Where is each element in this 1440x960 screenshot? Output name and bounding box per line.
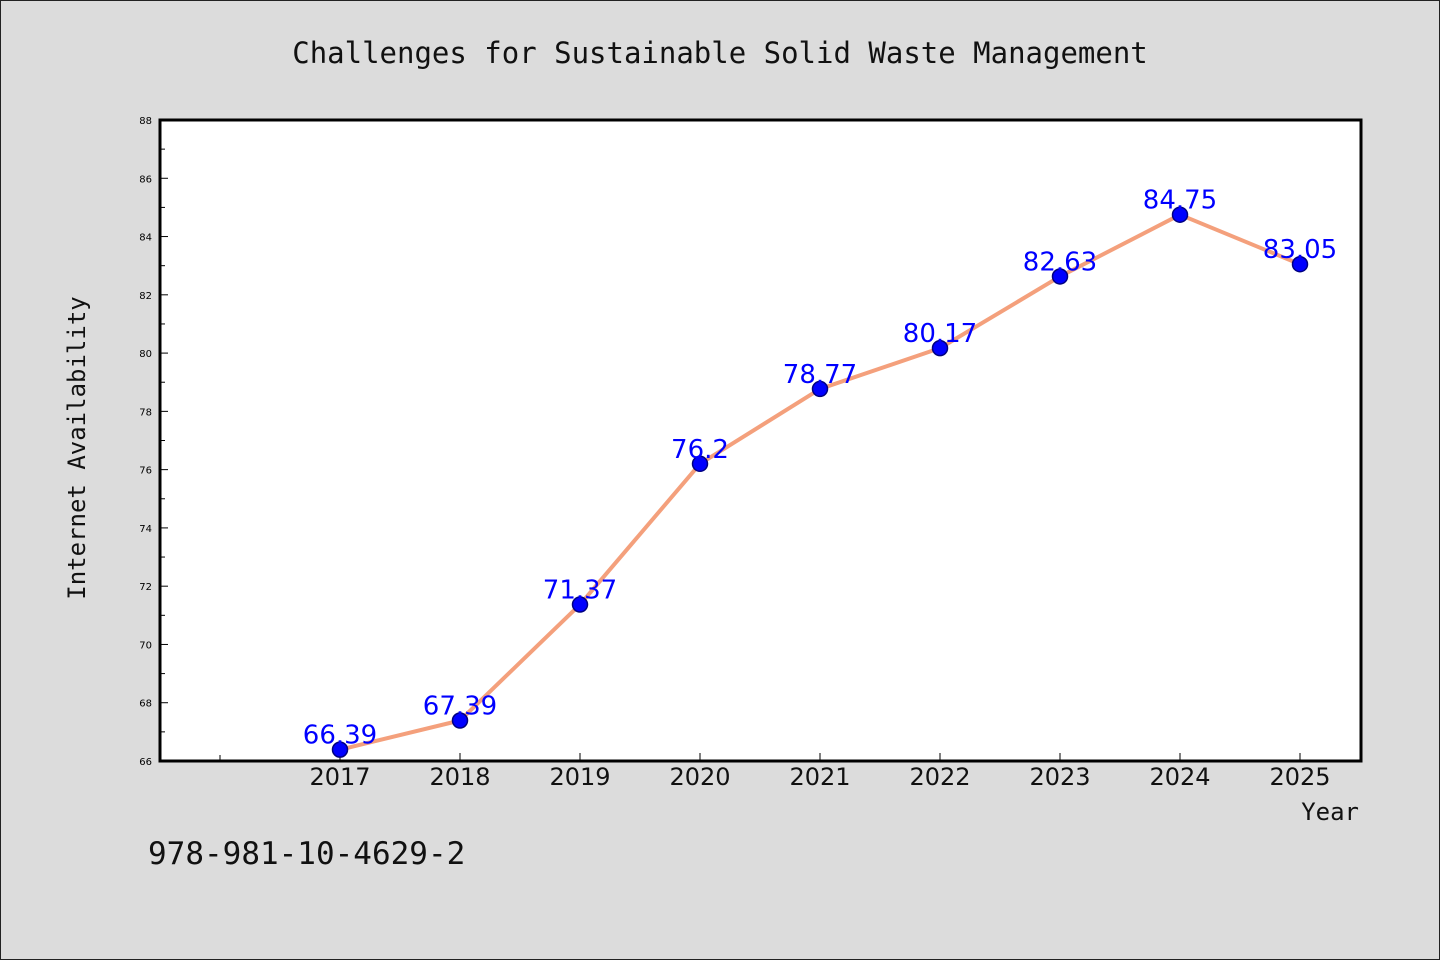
y-tick-label: 70 — [139, 640, 152, 651]
data-label: 67.39 — [423, 692, 497, 722]
y-tick-label: 86 — [139, 174, 152, 185]
x-axis-label: Year — [1301, 798, 1359, 826]
y-tick-label: 84 — [139, 233, 152, 244]
y-tick-label: 66 — [139, 757, 152, 768]
x-tick-label: 2024 — [1149, 763, 1210, 791]
data-point — [931, 339, 949, 357]
data-point — [1171, 206, 1189, 223]
x-tick-label: 2022 — [909, 763, 970, 791]
y-axis: 66 68 70 72 74 76 78 80 82 84 86 88 — [139, 116, 168, 768]
x-tick-label: 2021 — [789, 763, 850, 791]
x-tick-label: 2019 — [549, 763, 610, 791]
data-label: 78.77 — [783, 360, 857, 390]
data-label: 66.39 — [303, 721, 377, 751]
y-tick-label: 74 — [139, 524, 152, 535]
data-point — [451, 712, 469, 729]
data-label: 76.2 — [671, 435, 729, 465]
data-point — [1291, 255, 1309, 273]
y-axis-label: Internet Availability — [63, 296, 91, 599]
chart-title: Challenges for Sustainable Solid Waste M… — [292, 36, 1148, 70]
data-point — [811, 380, 829, 398]
data-label: 80.17 — [903, 319, 977, 349]
x-tick-label: 2017 — [309, 763, 370, 791]
x-tick-label: 2023 — [1029, 763, 1090, 791]
y-tick-label: 88 — [139, 116, 152, 127]
y-tick-label: 78 — [139, 407, 152, 418]
footer-isbn: 978-981-10-4629-2 — [148, 836, 465, 872]
data-label: 71.37 — [543, 576, 617, 606]
data-label: 83.05 — [1263, 235, 1337, 265]
data-label: 84.75 — [1143, 186, 1217, 216]
series-layer: 66.39 67.39 71.37 76.2 78.77 80.17 82.63 84.75 8… — [303, 186, 1337, 758]
y-tick-label: 68 — [139, 699, 152, 710]
data-point — [571, 596, 589, 613]
x-tick-label: 2025 — [1269, 763, 1330, 791]
data-point — [331, 741, 349, 758]
x-tick-label: 2018 — [429, 763, 490, 791]
data-point — [691, 455, 709, 473]
y-tick-label: 76 — [139, 466, 152, 477]
y-tick-label: 82 — [139, 291, 152, 302]
x-tick-label: 2020 — [669, 763, 730, 791]
data-point — [1051, 268, 1069, 285]
plot-area — [158, 118, 1363, 763]
x-axis: 2017 2018 2019 2020 2021 2022 2023 2024 2025 — [219, 753, 1331, 791]
y-tick-label: 80 — [139, 349, 152, 360]
data-label: 82.63 — [1023, 247, 1097, 277]
y-tick-label: 72 — [139, 582, 152, 593]
